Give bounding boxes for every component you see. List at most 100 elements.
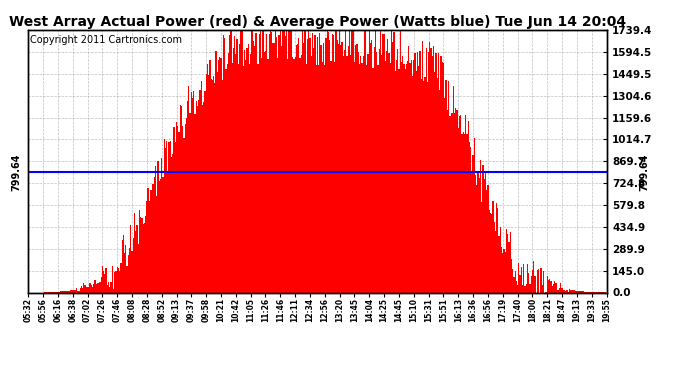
Bar	[554, 281, 555, 292]
Bar	[491, 214, 492, 292]
Bar	[84, 285, 86, 292]
Bar	[124, 253, 125, 292]
Bar	[273, 43, 275, 292]
Bar	[404, 69, 406, 292]
Bar	[168, 142, 170, 292]
Bar	[166, 141, 167, 292]
Bar	[319, 33, 320, 292]
Bar	[521, 267, 522, 292]
Bar	[130, 225, 131, 292]
Bar	[477, 173, 479, 292]
Bar	[275, 28, 276, 292]
Bar	[204, 91, 206, 292]
Bar	[95, 280, 96, 292]
Bar	[61, 291, 62, 292]
Bar	[512, 269, 513, 292]
Bar	[262, 30, 264, 292]
Bar	[433, 46, 434, 292]
Bar	[162, 177, 164, 292]
Bar	[434, 72, 435, 292]
Bar	[380, 26, 381, 292]
Bar	[150, 190, 151, 292]
Bar	[253, 41, 254, 292]
Bar	[377, 65, 379, 292]
Bar	[476, 185, 477, 292]
Bar	[569, 290, 570, 292]
Bar	[135, 231, 137, 292]
Bar	[408, 46, 409, 292]
Bar	[248, 44, 249, 292]
Bar	[498, 236, 500, 292]
Bar	[172, 154, 173, 292]
Bar	[346, 56, 348, 292]
Bar	[99, 282, 101, 292]
Bar	[123, 236, 124, 292]
Bar	[167, 171, 168, 292]
Bar	[427, 81, 428, 292]
Bar	[181, 106, 182, 292]
Bar	[368, 23, 370, 292]
Bar	[140, 217, 141, 292]
Bar	[110, 282, 112, 292]
Bar	[212, 80, 213, 292]
Bar	[415, 70, 417, 292]
Bar	[313, 48, 315, 292]
Bar	[121, 240, 123, 292]
Bar	[509, 242, 510, 292]
Bar	[251, 26, 253, 292]
Bar	[365, 27, 366, 292]
Bar	[551, 286, 553, 292]
Bar	[309, 38, 310, 292]
Bar	[115, 271, 117, 292]
Bar	[439, 90, 440, 292]
Bar	[457, 128, 459, 292]
Bar	[402, 56, 403, 292]
Bar	[177, 126, 179, 292]
Title: West Array Actual Power (red) & Average Power (Watts blue) Tue Jun 14 20:04: West Array Actual Power (red) & Average …	[9, 15, 626, 29]
Bar	[366, 65, 368, 292]
Bar	[560, 284, 562, 292]
Bar	[264, 52, 265, 292]
Bar	[279, 25, 281, 292]
Bar	[332, 34, 333, 292]
Bar	[562, 288, 563, 292]
Bar	[510, 232, 511, 292]
Bar	[317, 38, 318, 292]
Bar	[573, 290, 574, 292]
Bar	[303, 43, 304, 292]
Bar	[522, 285, 523, 292]
Bar	[206, 74, 207, 292]
Bar	[466, 134, 468, 292]
Bar	[382, 34, 384, 292]
Bar	[469, 142, 470, 292]
Bar	[143, 224, 144, 292]
Bar	[537, 270, 538, 292]
Bar	[345, 26, 346, 292]
Bar	[199, 90, 201, 292]
Bar	[492, 201, 493, 292]
Bar	[364, 31, 365, 292]
Bar	[323, 43, 324, 292]
Bar	[528, 273, 529, 292]
Bar	[228, 53, 229, 292]
Bar	[170, 141, 171, 292]
Bar	[129, 248, 130, 292]
Text: 799.64: 799.64	[12, 153, 22, 190]
Bar	[349, 20, 350, 292]
Bar	[579, 291, 580, 292]
Bar	[376, 52, 377, 292]
Bar	[148, 189, 149, 292]
Bar	[223, 35, 224, 292]
Bar	[359, 64, 360, 292]
Bar	[464, 134, 465, 292]
Bar	[126, 266, 128, 292]
Bar	[504, 252, 506, 292]
Bar	[437, 78, 438, 292]
Bar	[297, 44, 298, 292]
Bar	[490, 213, 491, 292]
Bar	[160, 179, 161, 292]
Bar	[72, 290, 73, 292]
Bar	[265, 51, 266, 292]
Bar	[396, 60, 397, 292]
Bar	[338, 44, 339, 292]
